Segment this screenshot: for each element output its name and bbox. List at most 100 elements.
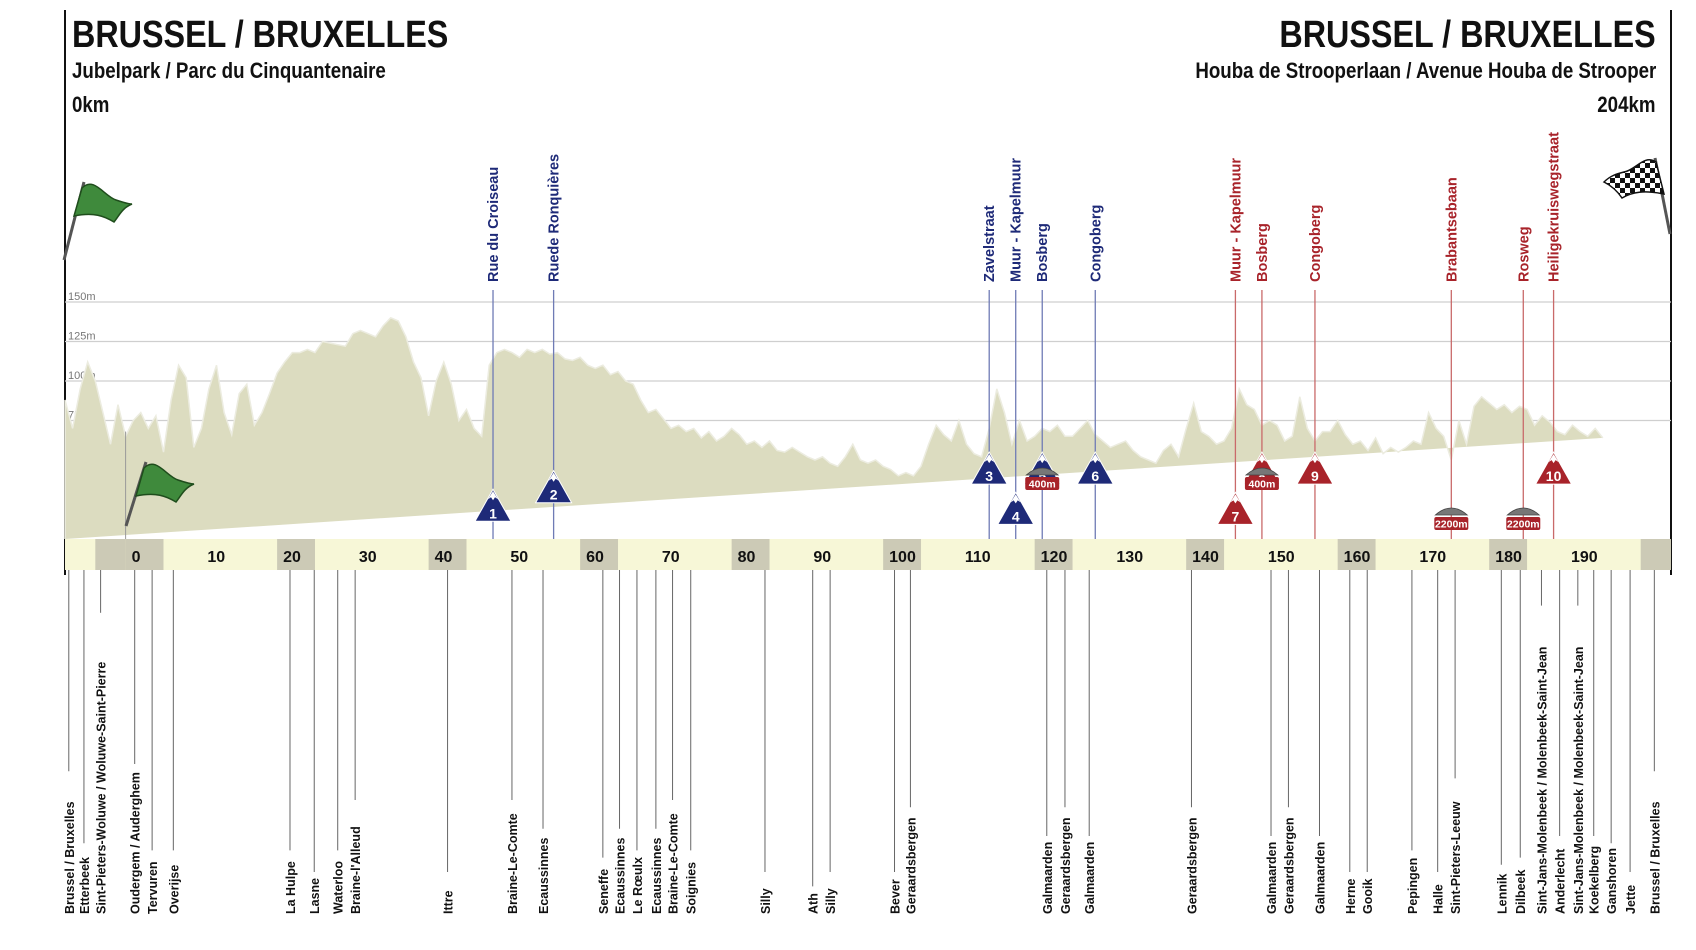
x-tick-label: 110	[965, 549, 991, 566]
place-label: Braine-l'Alleud	[349, 826, 363, 914]
x-tick-label: 150	[1268, 549, 1295, 566]
cobblestone-icon	[1025, 467, 1060, 476]
cobblestone-icon	[1506, 507, 1541, 516]
start-place: Jubelpark / Parc du Cinquantenaire	[72, 58, 386, 83]
cobblestone-icon	[1434, 507, 1469, 516]
start-km: 0km	[72, 92, 110, 117]
climb-number: 10	[1546, 468, 1562, 484]
place-label: Galmaarden	[1083, 842, 1097, 914]
climb-name: Congoberg	[1308, 205, 1324, 282]
climb-name: Heiligekruiswegstraat	[1547, 132, 1563, 282]
start-flag-icon	[62, 181, 133, 261]
place-label: Galmaarden	[1265, 842, 1279, 914]
place-label: Tervuren	[146, 861, 160, 914]
climb-number: 8	[1258, 468, 1266, 484]
climb-number: 9	[1311, 468, 1319, 484]
place-label: Braine-Le-Comte	[667, 813, 681, 914]
distance-band-block	[277, 539, 315, 570]
snow-cap-icon	[1230, 494, 1241, 504]
start-title: BRUSSEL / BRUXELLES	[72, 14, 449, 56]
finish-title: BRUSSEL / BRUXELLES	[1279, 14, 1656, 56]
x-tick-label: 180	[1495, 549, 1522, 566]
distance-band-block	[1337, 539, 1376, 570]
place-label: Sint-Pieters-Woluwe / Woluwe-Saint-Pierr…	[95, 662, 109, 914]
climb-name: Bosberg	[1255, 223, 1271, 282]
cobble-length-label: 400m	[1248, 479, 1275, 491]
cobble-length-label: 400m	[1029, 479, 1056, 491]
snow-cap-icon	[1010, 494, 1021, 504]
snow-cap-icon	[1037, 454, 1048, 464]
cobble-length-badge	[1434, 517, 1469, 530]
distance-band-block	[428, 539, 467, 570]
climb-name: Ruede Ronquières	[547, 154, 563, 282]
place-label: Ittre	[442, 890, 456, 914]
climb-name: Muur - Kapelmuur	[1009, 158, 1025, 282]
place-label: Jette	[1624, 885, 1638, 914]
distance-band-block	[883, 539, 922, 570]
place-label: Oudergem / Auderghem	[129, 772, 143, 914]
place-label: Koekelberg	[1588, 846, 1602, 914]
place-label: Silly	[759, 888, 773, 914]
climb-mountain-icon	[1296, 451, 1334, 485]
climb-number: 2	[550, 487, 558, 503]
place-label: Seneffe	[597, 869, 611, 914]
distance-band-block	[125, 539, 164, 570]
finish-km: 204km	[1597, 92, 1656, 117]
x-tick-label: 20	[283, 549, 301, 566]
x-tick-label: 70	[662, 549, 680, 566]
distance-band-block	[1489, 539, 1528, 570]
place-label: Ecaussinnes	[537, 838, 551, 914]
climb-name: Brabantsebaan	[1444, 177, 1460, 282]
climb-number: 4	[1012, 508, 1020, 524]
place-label: Silly	[824, 888, 838, 914]
place-label: Anderlecht	[1554, 848, 1568, 914]
x-tick-label: 50	[510, 549, 528, 566]
place-label: Bever	[889, 879, 903, 914]
place-label: Ganshoren	[1605, 848, 1619, 914]
y-tick-label: 125m	[68, 331, 96, 343]
cobble-length-badge	[1244, 477, 1279, 490]
x-tick-label: 120	[1041, 549, 1068, 566]
snow-cap-icon	[984, 454, 995, 464]
climb-number: 3	[985, 468, 993, 484]
x-tick-label: 190	[1571, 549, 1598, 566]
climb-name: Rosweg	[1516, 226, 1532, 282]
climb-name: Zavelstraat	[982, 205, 998, 282]
place-label: Geraardsbergen	[904, 817, 918, 914]
place-label: Etterbeek	[78, 857, 92, 914]
distance-band-block	[1186, 539, 1225, 570]
place-label: Braine-Le-Comte	[506, 813, 520, 914]
climb-mountain-icon	[534, 469, 573, 504]
place-label: Lasne	[308, 878, 322, 914]
snow-cap-icon	[1309, 454, 1320, 464]
place-label: Herne	[1344, 879, 1358, 914]
snow-cap-icon	[1090, 454, 1101, 464]
distance-band-block	[1640, 539, 1671, 570]
place-label: Brussel / Bruxelles	[1648, 801, 1662, 914]
x-tick-label: 80	[738, 549, 756, 566]
climb-name: Muur - Kapelmuur	[1228, 158, 1244, 282]
finish-place: Houba de Strooperlaan / Avenue Houba de …	[1195, 58, 1656, 83]
x-tick-label: 160	[1344, 549, 1371, 566]
place-label: Galmaarden	[1041, 842, 1055, 914]
snow-cap-icon	[1256, 454, 1267, 464]
finish-flag-icon	[1602, 157, 1672, 235]
x-tick-label: 60	[586, 549, 604, 566]
climb-mountain-icon	[474, 488, 512, 522]
cobblestone-icon	[1244, 467, 1279, 476]
x-tick-label: 170	[1419, 549, 1446, 566]
snow-cap-icon	[548, 472, 559, 482]
climb-number: 5	[1038, 468, 1046, 484]
climb-number: 1	[489, 505, 497, 521]
climb-name: Congoberg	[1088, 205, 1104, 282]
place-label: Sint-Jans-Molenbeek / Molenbeek-Saint-Je…	[1572, 647, 1586, 914]
cobble-length-label: 2200m	[1507, 519, 1540, 531]
place-label: Geraardsbergen	[1059, 817, 1073, 914]
place-label: Lennik	[1495, 874, 1509, 914]
distance-band-block	[731, 539, 770, 570]
snow-cap-icon	[1548, 454, 1559, 464]
distance-band-block	[580, 539, 619, 570]
place-label: Galmaarden	[1313, 842, 1327, 914]
place-label: Sint-Jans-Molenbeek / Molenbeek-Saint-Je…	[1535, 647, 1549, 914]
